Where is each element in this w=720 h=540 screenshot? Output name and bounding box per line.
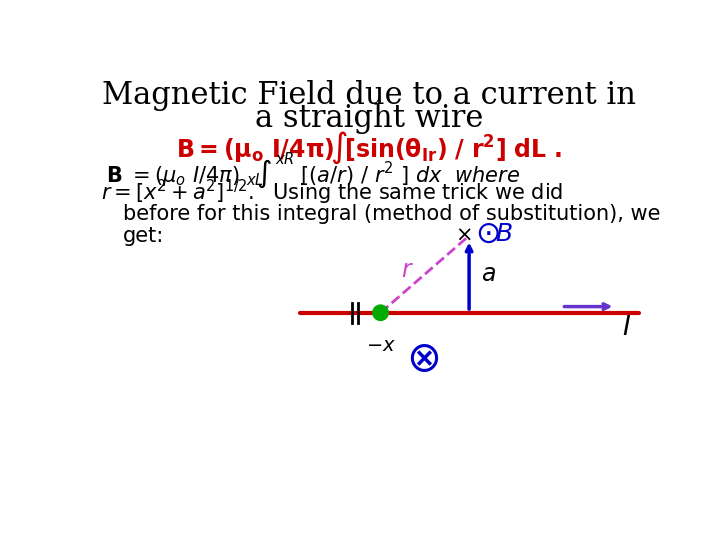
Text: $-x$: $-x$ [366,336,395,355]
Text: $\times$: $\times$ [454,224,472,244]
Text: get:: get: [122,226,164,246]
Text: $B$: $B$ [495,222,512,246]
Text: $\mathbf{B}\ = (\mu_o\ I/4\pi)\ _{xL}\!\!\int^{xR}\ [(a/r)\ /\ r^2\ ]\ dx\ \ whe: $\mathbf{B}\ = (\mu_o\ I/4\pi)\ _{xL}\!\… [106,151,520,191]
Text: $r$: $r$ [402,258,414,282]
Text: $\otimes$: $\otimes$ [406,338,439,380]
Text: a straight wire: a straight wire [255,103,483,134]
Text: $\mathbf{B = (\mu_o\ I /4\pi)\!\int\![sin(\theta_{Ir})\ /\ r^2]\ dL\ .}$: $\mathbf{B = (\mu_o\ I /4\pi)\!\int\![si… [176,130,562,166]
Text: Magnetic Field due to a current in: Magnetic Field due to a current in [102,80,636,111]
Text: before for this integral (method of substitution), we: before for this integral (method of subs… [122,204,660,224]
Text: $r = [x^2 + a^2]^{1/2}$$.\ \ $Using the same trick we did: $r = [x^2 + a^2]^{1/2}$$.\ \ $Using the … [101,178,563,207]
Text: $\odot$: $\odot$ [475,220,500,249]
Circle shape [373,305,388,320]
Text: $I$: $I$ [622,315,631,341]
Text: $a$: $a$ [482,262,496,286]
